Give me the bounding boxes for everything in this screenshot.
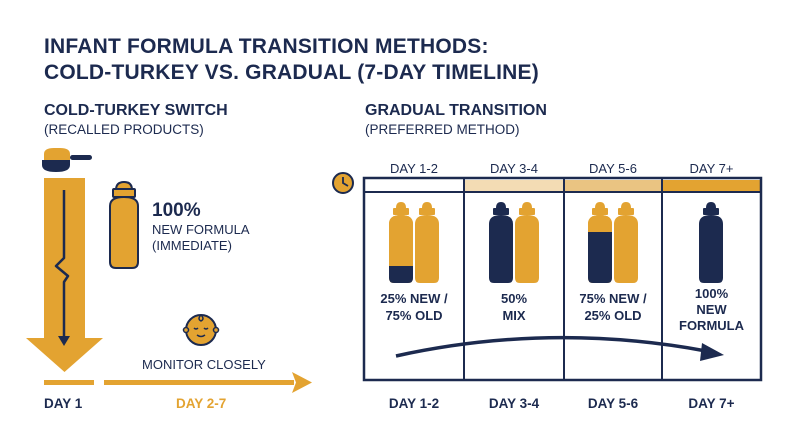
gradual-heading: GRADUAL TRANSITION: [365, 102, 547, 119]
top-label-day7plus: DAY 7+: [689, 161, 734, 176]
bottle-icon: [515, 202, 539, 283]
cold-turkey-subheading: (RECALLED PRODUCTS): [44, 122, 204, 137]
bottle-icon: [614, 202, 638, 283]
day1-timeline-bar: [44, 380, 94, 385]
top-label-day1-2: DAY 1-2: [390, 161, 438, 176]
cold-turkey-label-line2: (IMMEDIATE): [152, 238, 232, 253]
scoop-icon: [42, 148, 92, 172]
cold-turkey-label-line1: NEW FORMULA: [152, 222, 250, 237]
baby-face-icon: [182, 314, 220, 346]
bottle-icon: [588, 202, 612, 283]
top-label-day3-4: DAY 3-4: [490, 161, 538, 176]
bottom-label-day3-4: DAY 3-4: [488, 396, 540, 411]
bottom-label-day5-6: DAY 5-6: [587, 396, 639, 411]
mix-line1: 75% NEW /: [579, 291, 647, 306]
mix-line2: 75% OLD: [385, 308, 443, 323]
mix-label-day5-6: 75% NEW / 25% OLD: [564, 290, 662, 324]
bottle-icon-new-formula: [109, 180, 139, 269]
cold-turkey-down-arrow: [26, 178, 103, 372]
bottom-label-day7plus: DAY 7+: [688, 396, 735, 411]
mix-label-day1-2: 25% NEW / 75% OLD: [364, 290, 464, 324]
mix-line2: MIX: [502, 308, 526, 323]
mix-line1: 25% NEW /: [380, 291, 448, 306]
mix-line3: FORMULA: [679, 318, 744, 333]
title-line-2: COLD-TURKEY VS. GRADUAL (7-DAY TIMELINE): [44, 61, 539, 84]
gradual-subheading: (PREFERRED METHOD): [365, 122, 520, 137]
bottle-icon: [389, 202, 413, 283]
top-label-day5-6: DAY 5-6: [589, 161, 637, 176]
cold-turkey-heading: COLD-TURKEY SWITCH: [44, 102, 228, 119]
page-title: INFANT FORMULA TRANSITION METHODS: COLD-…: [44, 34, 539, 86]
mix-line1: 100%: [694, 286, 729, 301]
cold-turkey-percent: 100%: [152, 200, 201, 221]
title-line-1: INFANT FORMULA TRANSITION METHODS:: [44, 35, 489, 58]
mix-line2: 25% OLD: [584, 308, 642, 323]
mix-label-day7plus: 100% NEW FORMULA: [662, 286, 761, 334]
gradual-bottles: [389, 202, 723, 283]
monitor-closely-label: MONITOR CLOSELY: [142, 357, 266, 372]
mix-line1: 50%: [500, 291, 528, 306]
bottle-icon: [699, 202, 723, 283]
day2-7-timeline-arrow: [104, 372, 312, 393]
bottle-icon: [489, 202, 513, 283]
mix-line2: NEW: [696, 302, 727, 317]
bottom-label-day1-2: DAY 1-2: [388, 396, 440, 411]
day2-7-label: DAY 2-7: [176, 396, 227, 411]
clock-icon: [332, 172, 354, 194]
day1-label: DAY 1: [44, 396, 83, 411]
gradual-timeline-box: [362, 176, 763, 382]
progress-arrow: [395, 335, 724, 361]
mix-label-day3-4: 50% MIX: [464, 290, 564, 324]
bottle-icon: [415, 202, 439, 283]
